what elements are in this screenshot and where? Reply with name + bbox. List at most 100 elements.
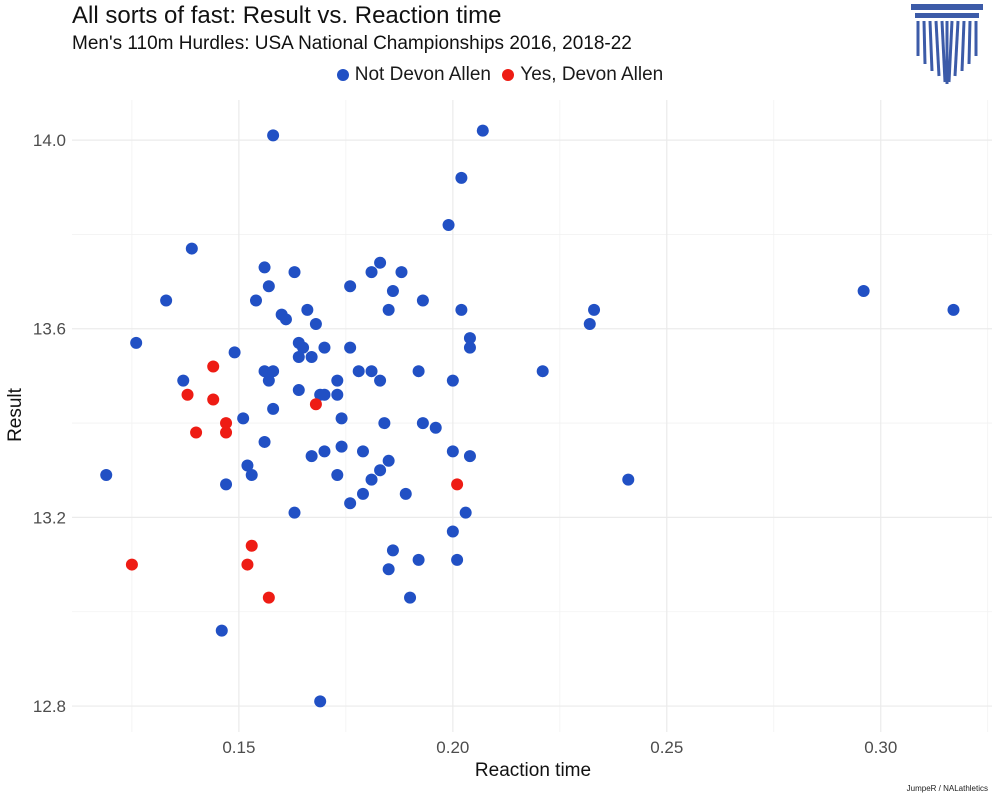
- legend-swatch-yes-devon-allen: [502, 69, 515, 81]
- point-not-devon-allen: [416, 294, 429, 307]
- point-yes-devon-allen: [220, 426, 233, 439]
- point-not-devon-allen: [356, 445, 369, 458]
- chart-subtitle: Men's 110m Hurdles: USA National Champio…: [72, 33, 632, 54]
- point-not-devon-allen: [297, 341, 310, 354]
- point-not-devon-allen: [130, 336, 143, 349]
- legend-swatch-not-devon-allen: [336, 69, 349, 81]
- x-tick-label: 0.30: [864, 738, 897, 757]
- x-axis-ticks: 0.15 0.20 0.25 0.30: [222, 738, 897, 757]
- y-axis-title: Result: [5, 387, 26, 442]
- point-not-devon-allen: [100, 468, 113, 481]
- point-not-devon-allen: [318, 341, 331, 354]
- x-tick-label: 0.25: [650, 738, 683, 757]
- point-not-devon-allen: [292, 384, 305, 397]
- grid: [72, 100, 992, 732]
- point-yes-devon-allen: [241, 558, 254, 571]
- point-not-devon-allen: [288, 266, 301, 279]
- point-not-devon-allen: [258, 365, 271, 378]
- point-not-devon-allen: [250, 294, 262, 307]
- point-not-devon-allen: [386, 285, 399, 298]
- point-not-devon-allen: [301, 303, 314, 316]
- point-not-devon-allen: [463, 450, 476, 463]
- point-yes-devon-allen: [451, 478, 464, 491]
- point-not-devon-allen: [382, 303, 395, 316]
- point-not-devon-allen: [279, 313, 292, 326]
- point-not-devon-allen: [947, 303, 960, 316]
- point-not-devon-allen: [245, 468, 258, 481]
- point-not-devon-allen: [365, 365, 378, 378]
- point-not-devon-allen: [374, 256, 387, 269]
- point-not-devon-allen: [374, 374, 387, 387]
- point-yes-devon-allen: [181, 388, 194, 401]
- point-not-devon-allen: [356, 487, 369, 500]
- point-not-devon-allen: [455, 303, 468, 316]
- chart-title: All sorts of fast: Result vs. Reaction t…: [72, 2, 502, 29]
- legend-item-not-devon-allen: Not Devon Allen: [336, 64, 491, 86]
- point-not-devon-allen: [215, 624, 228, 637]
- point-not-devon-allen: [267, 365, 280, 378]
- point-not-devon-allen: [314, 695, 327, 708]
- point-not-devon-allen: [365, 473, 378, 486]
- point-not-devon-allen: [262, 374, 275, 387]
- point-not-devon-allen: [160, 294, 173, 307]
- point-not-devon-allen: [378, 417, 391, 430]
- point-not-devon-allen: [177, 374, 190, 387]
- legend-label-not-devon-allen: Not Devon Allen: [354, 64, 491, 85]
- point-not-devon-allen: [857, 285, 870, 298]
- point-not-devon-allen: [459, 506, 472, 519]
- x-axis-title: Reaction time: [475, 760, 591, 781]
- point-not-devon-allen: [331, 388, 344, 401]
- point-not-devon-allen: [335, 440, 348, 453]
- point-not-devon-allen: [404, 591, 417, 604]
- column-logo-icon: [911, 4, 983, 84]
- legend-item-yes-devon-allen: Yes, Devon Allen: [502, 64, 663, 86]
- point-not-devon-allen: [241, 459, 254, 472]
- point-not-devon-allen: [583, 318, 596, 331]
- point-yes-devon-allen: [309, 398, 322, 411]
- point-not-devon-allen: [536, 365, 549, 378]
- point-not-devon-allen: [442, 218, 455, 231]
- point-not-devon-allen: [220, 478, 233, 491]
- point-not-devon-allen: [412, 553, 425, 566]
- y-axis-ticks: 12.8 13.2 13.6 14.0: [33, 131, 66, 716]
- point-not-devon-allen: [446, 445, 459, 458]
- data-points: [100, 124, 960, 708]
- point-not-devon-allen: [344, 497, 357, 510]
- point-yes-devon-allen: [220, 417, 233, 430]
- point-not-devon-allen: [382, 454, 395, 467]
- point-not-devon-allen: [258, 435, 271, 448]
- point-not-devon-allen: [374, 464, 387, 477]
- point-not-devon-allen: [463, 341, 476, 354]
- x-tick-label: 0.20: [436, 738, 469, 757]
- point-not-devon-allen: [463, 332, 476, 345]
- point-not-devon-allen: [416, 417, 429, 430]
- point-not-devon-allen: [395, 266, 408, 279]
- point-not-devon-allen: [262, 280, 275, 293]
- point-yes-devon-allen: [190, 426, 203, 439]
- point-not-devon-allen: [318, 388, 331, 401]
- point-not-devon-allen: [412, 365, 425, 378]
- point-not-devon-allen: [331, 468, 344, 481]
- point-not-devon-allen: [455, 171, 468, 184]
- y-tick-label: 13.6: [33, 320, 66, 339]
- point-not-devon-allen: [267, 129, 280, 142]
- point-not-devon-allen: [331, 374, 344, 387]
- point-yes-devon-allen: [207, 360, 220, 373]
- point-not-devon-allen: [292, 351, 305, 364]
- point-not-devon-allen: [365, 266, 378, 279]
- point-not-devon-allen: [476, 124, 489, 137]
- point-not-devon-allen: [185, 242, 198, 255]
- point-not-devon-allen: [429, 421, 442, 434]
- legend-label-yes-devon-allen: Yes, Devon Allen: [520, 64, 664, 85]
- point-not-devon-allen: [318, 445, 331, 458]
- point-not-devon-allen: [335, 412, 348, 425]
- point-not-devon-allen: [344, 341, 357, 354]
- point-not-devon-allen: [305, 450, 318, 463]
- point-yes-devon-allen: [262, 591, 275, 604]
- point-not-devon-allen: [622, 473, 635, 486]
- legend: Not Devon Allen Yes, Devon Allen: [0, 64, 1000, 87]
- y-tick-label: 12.8: [33, 697, 66, 716]
- x-tick-label: 0.15: [222, 738, 255, 757]
- point-not-devon-allen: [305, 351, 318, 364]
